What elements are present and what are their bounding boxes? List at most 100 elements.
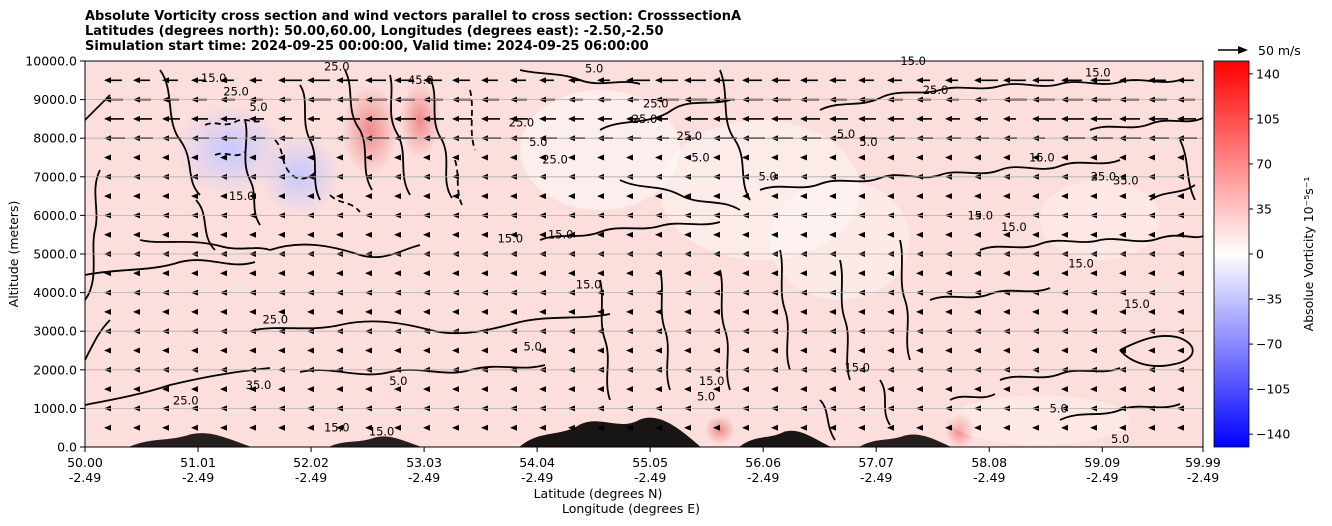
wind-vector (336, 231, 343, 238)
contour-label: 15.0 (369, 424, 395, 438)
wind-vector (336, 154, 343, 161)
contour-label: 15.0 (324, 421, 350, 435)
wind-vector (568, 231, 575, 238)
wind-vector (887, 347, 894, 354)
wind-vector (481, 308, 488, 315)
wind-vector (945, 347, 952, 354)
wind-vector (655, 386, 662, 393)
contour-label: 15.0 (1029, 150, 1055, 164)
wind-vector (684, 347, 691, 354)
wind-vector (1148, 193, 1155, 200)
wind-vector (510, 154, 517, 161)
wind-vector (626, 424, 633, 431)
wind-vector (423, 386, 430, 393)
contour-label: 15.0 (1001, 220, 1027, 234)
wind-vector (278, 308, 285, 315)
wind-vector (568, 77, 582, 84)
wind-vector (249, 347, 256, 354)
wind-vector (1177, 424, 1184, 431)
wind-vector (1148, 231, 1155, 238)
wind-vector (887, 424, 894, 431)
wind-vector (742, 193, 749, 200)
wind-vector (945, 193, 952, 200)
wind-vector (916, 270, 923, 277)
contour-label: 25.0 (643, 96, 669, 110)
wind-vector (1032, 115, 1056, 122)
x-tick-label-lon: -2.49 (860, 470, 892, 485)
wind-vector (568, 115, 584, 122)
wind-vector (452, 231, 459, 238)
wind-vector (1177, 115, 1196, 122)
wind-vector (1148, 386, 1155, 393)
wind-vector (1119, 347, 1126, 354)
wind-vector (597, 115, 612, 122)
wind-vector (539, 154, 546, 161)
x-tick-label-lat: 58.08 (971, 455, 1007, 470)
contour-label: 25.0 (1091, 170, 1117, 184)
wind-vector (742, 270, 749, 277)
wind-vector (626, 231, 633, 238)
wind-vector (481, 154, 488, 161)
wind-vector (394, 231, 401, 238)
wind-vector (713, 154, 720, 161)
wind-vector (800, 77, 818, 84)
wind-vector (800, 231, 807, 238)
wind-vector (249, 193, 256, 200)
wind-vector (626, 193, 633, 200)
wind-vector (887, 115, 904, 122)
wind-vector (162, 77, 178, 84)
wind-vector (394, 193, 401, 200)
wind-vector (162, 193, 169, 200)
wind-vector (713, 347, 720, 354)
wind-vector (771, 424, 778, 431)
wind-vector (945, 424, 952, 431)
wind-vector (945, 77, 958, 84)
x-tick-label-lon: -2.49 (634, 470, 666, 485)
wind-vector (945, 308, 952, 315)
wind-vector (1090, 347, 1097, 354)
wind-vector (394, 115, 416, 122)
x-tick-label-lat: 51.01 (180, 455, 216, 470)
contour-label: 25.0 (632, 112, 658, 126)
contour-label: 5.0 (529, 135, 547, 149)
x-tick-label-lon: -2.49 (521, 470, 553, 485)
wind-vector (133, 231, 140, 238)
wind-vector (1032, 308, 1039, 315)
wind-vector (1119, 115, 1140, 122)
wind-vector (336, 347, 343, 354)
x-tick-label-lat: 59.09 (1084, 455, 1120, 470)
wind-vector (220, 77, 234, 84)
wind-vector (1119, 270, 1126, 277)
wind-vector (133, 386, 140, 393)
wind-vector (1148, 308, 1155, 315)
wind-vector (133, 347, 140, 354)
x-tick-label-lon: -2.49 (1086, 470, 1118, 485)
x-tick-label-lat: 55.05 (632, 455, 668, 470)
wind-vector (1032, 231, 1039, 238)
wind-vector (423, 347, 430, 354)
wind-vector (684, 154, 691, 161)
wind-vector (365, 231, 372, 238)
wind-vector (655, 270, 662, 277)
wind-vector (858, 77, 874, 84)
wind-vector (887, 193, 894, 200)
wind-vector (452, 193, 459, 200)
wind-vector (191, 231, 198, 238)
y-axis: 0.0 1000.0 2000.0 3000.0 4000.0 5000.0 6000.0 7… (25, 54, 85, 455)
wind-vector (1177, 308, 1184, 315)
wind-vector (162, 115, 180, 122)
contour-label: 5.0 (691, 150, 709, 164)
wind-vector (1061, 77, 1082, 84)
wind-vector (916, 386, 923, 393)
wind-vector (597, 424, 604, 431)
wind-vector (452, 386, 459, 393)
wind-vector (220, 231, 227, 238)
wind-vector (829, 347, 836, 354)
contour-label: 15.0 (229, 189, 255, 203)
wind-vector (1177, 154, 1184, 161)
contour-label: 25.0 (677, 129, 703, 143)
wind-vector (626, 386, 633, 393)
wind-vector (1090, 424, 1097, 431)
contour-label: 5.0 (859, 135, 877, 149)
x-tick-label-lat: 52.02 (293, 455, 329, 470)
